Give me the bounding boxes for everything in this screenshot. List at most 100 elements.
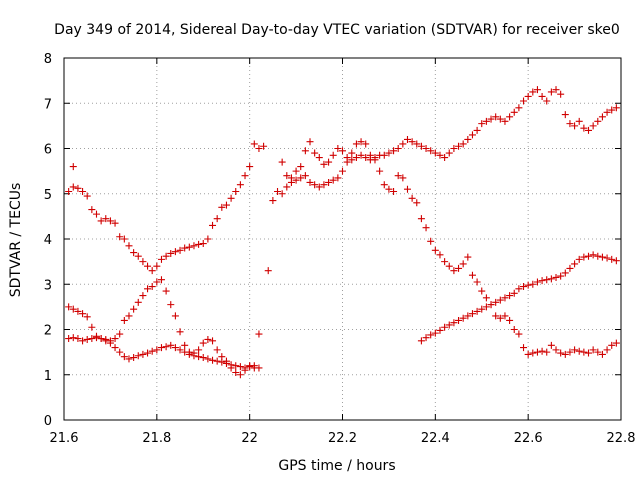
data-point [209,337,217,345]
data-point [487,301,495,309]
data-point [246,362,254,370]
data-point [357,138,365,146]
data-point [148,267,156,275]
data-point [120,235,128,243]
data-point [427,237,435,245]
data-point [571,346,579,354]
data-point [139,350,147,358]
data-point [552,86,560,94]
data-point [520,344,528,352]
data-point [74,184,82,192]
data-point [390,187,398,195]
series-1 [65,334,263,372]
data-point [97,217,105,225]
data-point [482,294,490,302]
data-point [176,328,184,336]
data-point [459,314,467,322]
data-point [547,341,555,349]
data-point [278,158,286,166]
data-point [390,147,398,155]
data-point [334,145,342,152]
data-point [232,368,240,376]
data-point [468,131,476,139]
data-point [496,115,504,123]
data-point [102,335,110,343]
data-point [417,337,425,345]
data-point [264,267,272,275]
data-point [585,349,593,357]
data-point [153,278,161,286]
plot-frame [63,57,622,421]
data-point [74,335,82,343]
y-tick-label: 3 [44,278,52,293]
data-point [176,346,184,354]
data-point [510,289,518,297]
y-axis-label: SDTVAR / TECUs [8,183,24,298]
data-point [515,330,523,338]
data-point [608,255,616,263]
data-point [83,335,91,343]
data-point [88,206,96,214]
data-point [329,151,337,159]
data-point [580,348,588,356]
data-point [450,267,458,275]
data-point [478,120,486,128]
axis-ticks: 21.6 21.8 22 22.2 22.4 22.6 22.8 0 1 2 3 4 5 6 7 8 [44,52,636,446]
data-point [157,255,165,263]
y-tick-label: 7 [44,97,52,112]
data-point [301,172,309,180]
data-point [385,185,393,193]
data-point [380,181,388,189]
data-point [241,366,249,374]
data-point [533,278,541,286]
data-point [408,138,416,146]
data-point [241,172,249,180]
data-point [157,344,165,352]
data-point [130,249,138,257]
data-point [209,221,217,229]
data-point [557,272,565,280]
data-point [464,312,472,320]
data-point [111,335,119,343]
data-point [79,187,87,195]
data-point [199,339,207,347]
data-point [92,210,100,218]
data-point [547,275,555,283]
data-point [441,258,449,266]
data-point [209,356,217,364]
data-point [450,145,458,152]
data-point [348,149,356,157]
data-point [69,305,77,313]
data-point [195,240,203,248]
data-point [227,194,235,202]
data-point [431,149,439,157]
data-point [88,335,96,343]
data-point [116,233,124,241]
data-point [274,187,282,195]
data-point [529,88,537,96]
x-tick-label: 22.6 [514,431,543,446]
x-tick-label: 22.4 [421,431,450,446]
data-point [436,326,444,334]
data-point [575,255,583,263]
data-point [482,117,490,125]
data-point [348,156,356,164]
data-point [362,140,370,148]
data-point [441,154,449,162]
data-point [144,349,152,357]
y-tick-label: 4 [44,233,52,248]
data-point [408,194,416,202]
data-point [195,346,203,354]
data-point [320,181,328,189]
data-point [575,347,583,355]
data-point [329,176,337,184]
x-tick-label: 22.8 [607,431,636,446]
data-point [106,337,114,345]
data-point [580,253,588,261]
data-point [394,172,402,180]
data-point [538,347,546,355]
data-point [561,350,569,358]
data-point [88,323,96,331]
data-point [482,303,490,311]
data-point [83,313,91,321]
